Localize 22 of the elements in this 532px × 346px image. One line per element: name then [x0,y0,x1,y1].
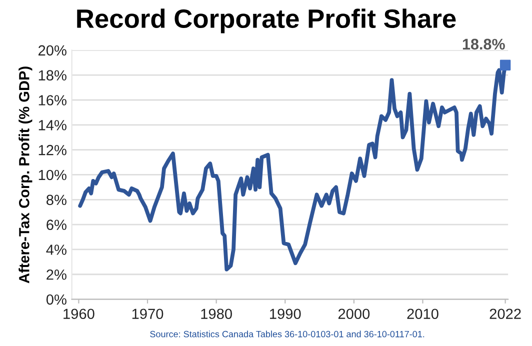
x-tick-label: 1990 [270,308,301,320]
y-tick-label: 4% [46,244,66,255]
x-tick-label: 1970 [132,308,164,320]
y-tick-label: 8% [46,194,66,206]
x-tick-label: 1960 [64,308,94,320]
y-tick-label: 6% [46,220,66,230]
annotation: 18.8% [462,38,505,50]
x-tick-label: 2010 [407,308,438,320]
y-tick-label: 14% [38,120,66,130]
y-tick-label: 10% [38,170,66,180]
y-tick-label: 20% [38,45,66,56]
y-tick-label: 2% [46,269,66,280]
y-axis-title: Aftere-Tax Corp. Profit (% GDP) [18,66,32,284]
x-tick-label: 2000 [338,308,370,320]
chart-title: Record Corporate Profit Share [77,8,456,34]
source-note: Source: Statistics Canada Tables 36-10-0103-01 and 36-10-0117-01. [150,330,424,338]
y-tick-label: 16% [38,95,66,106]
y-tick-label: 18% [38,70,66,81]
y-tick-label: 12% [38,144,66,156]
y-tick-label: 0% [46,294,66,305]
x-tick-label: 1980 [201,308,232,320]
x-tick-label: 2022 [490,308,521,320]
